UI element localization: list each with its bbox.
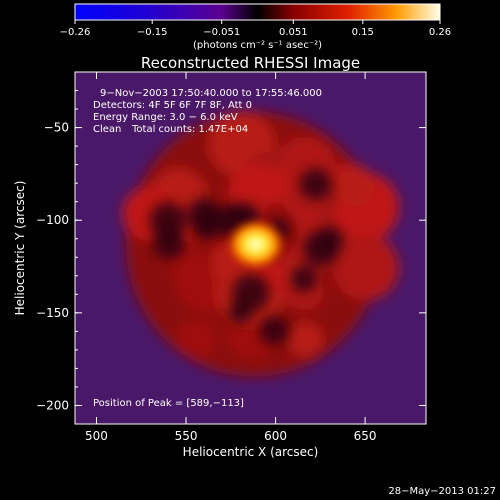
- info-detectors: Detectors: 4F 5F 6F 7F 8F, Att 0: [93, 100, 252, 111]
- image-info: 9−Nov−2003 17:50:40.000 to 17:55:46.000 …: [93, 88, 322, 409]
- dark-patch: [299, 168, 332, 201]
- x-tick-label: 600: [264, 429, 287, 443]
- info-time-range: 9−Nov−2003 17:50:40.000 to 17:55:46.000: [100, 88, 322, 99]
- colorbar-unit-label: (photons cm⁻² s⁻¹ asec⁻²): [193, 40, 322, 51]
- colorbar-tick-label: 0.15: [352, 27, 374, 38]
- colorbar-tick-label: −0.15: [137, 27, 168, 38]
- colorbar-ticks: −0.26 −0.15 −0.051 0.051 0.15 0.26: [60, 20, 451, 38]
- heatmap-peak: [223, 216, 289, 273]
- info-method: Clean: [93, 124, 121, 135]
- axis-ticks: 500 550 600 650 −50 −100 −150 −200: [36, 71, 426, 443]
- y-axis-label: Heliocentric Y (arcsec): [13, 181, 27, 316]
- chart-title: Reconstructed RHESSI Image: [141, 54, 360, 72]
- x-axis-label: Heliocentric X (arcsec): [183, 445, 319, 459]
- colorbar-gradient: [74, 3, 441, 21]
- info-total-counts: Total counts: 1.47E+04: [131, 124, 248, 135]
- colorbar-tick-label: 0.051: [279, 27, 308, 38]
- colorbar: −0.26 −0.15 −0.051 0.051 0.15 0.26 (photons c…: [60, 3, 451, 51]
- y-tick-label: −100: [36, 213, 69, 227]
- emission-lump: [176, 319, 216, 359]
- emission-lump: [287, 322, 323, 358]
- dark-patch: [228, 300, 253, 325]
- emission-lump: [333, 234, 399, 301]
- emission-lump: [334, 168, 374, 208]
- heatmap-image: [75, 72, 426, 424]
- x-tick-label: 550: [175, 429, 198, 443]
- colorbar-tick-label: −0.26: [60, 27, 91, 38]
- y-tick-label: −150: [36, 306, 69, 320]
- dark-patch: [302, 230, 339, 267]
- x-tick-label: 500: [85, 429, 108, 443]
- dark-patch: [149, 202, 187, 239]
- timestamp: 28−May−2013 01:27: [388, 486, 496, 497]
- y-tick-label: −200: [36, 398, 69, 412]
- plot-frame: [74, 71, 427, 425]
- info-energy-range: Energy Range: 3.0 − 6.0 keV: [93, 112, 238, 123]
- x-tick-label: 650: [354, 429, 377, 443]
- heatmap-dark-patches: [149, 168, 343, 346]
- colorbar-tick-label: −0.051: [203, 27, 240, 38]
- dark-patch: [290, 265, 318, 293]
- dark-patch: [187, 197, 221, 231]
- dark-patch: [259, 315, 289, 346]
- y-tick-label: −50: [44, 121, 69, 135]
- colorbar-tick-label: 0.26: [429, 27, 451, 38]
- peak-position-label: Position of Peak = [589,−113]: [93, 398, 244, 409]
